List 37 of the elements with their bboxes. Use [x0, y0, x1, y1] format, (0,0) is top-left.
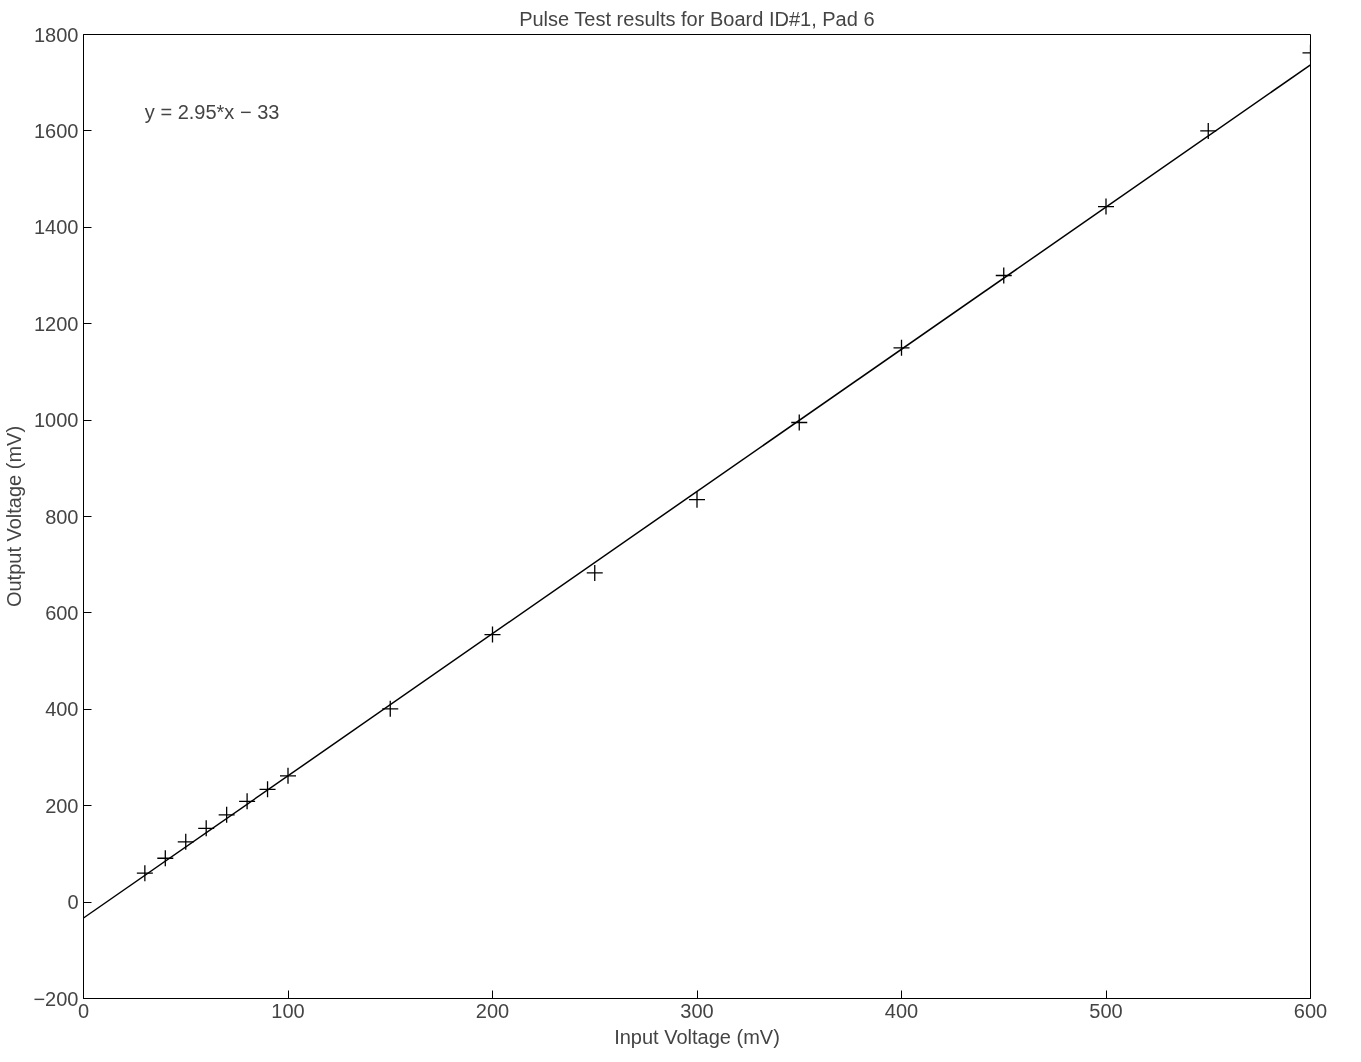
y-tick-label: 600: [45, 601, 79, 624]
point: [688, 490, 706, 509]
point: [892, 339, 911, 357]
y-tick-label: 800: [45, 505, 79, 528]
point: [586, 564, 604, 582]
y-tick-label: 0: [67, 891, 79, 914]
point: [995, 266, 1013, 285]
y-tick-label: 400: [45, 698, 79, 721]
y-tick-label: 1800: [34, 23, 79, 46]
y-tick-label: −200: [33, 987, 79, 1010]
y-tick-label: 200: [45, 794, 79, 817]
y-axis-title: Output Voltage (mV): [3, 425, 26, 608]
x-axis-title: Input Voltage (mV): [614, 1025, 780, 1048]
x-tick-label: 100: [271, 999, 305, 1022]
y-tick-label: 1600: [34, 119, 79, 142]
point: [156, 849, 174, 867]
y-tick-label: 1200: [34, 312, 79, 335]
x-tick-label: 600: [1293, 999, 1328, 1022]
y-tick-label: 1400: [34, 216, 79, 239]
point: [136, 864, 154, 882]
annotation: y = 2.95*x − 33: [144, 100, 280, 123]
x-tick-label: 200: [475, 999, 510, 1022]
point: [381, 700, 399, 718]
point: [1097, 197, 1115, 216]
chart-title: Pulse Test results for Board ID#1, Pad 6: [519, 7, 875, 30]
point: [177, 833, 195, 851]
point: [790, 413, 808, 432]
x-tick-label: 300: [680, 999, 714, 1022]
x-tick-label: 400: [884, 999, 919, 1022]
point: [1199, 122, 1217, 140]
point: [258, 780, 277, 798]
y-tick-label: 1000: [34, 409, 79, 432]
x-tick-label: 500: [1089, 999, 1123, 1022]
point: [218, 806, 236, 824]
point: [279, 767, 297, 785]
point: [238, 792, 256, 811]
point: [483, 625, 502, 644]
